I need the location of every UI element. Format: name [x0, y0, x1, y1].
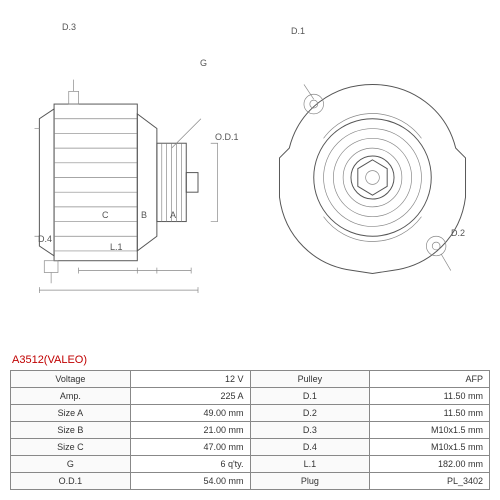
spec-value-right: 11.50 mm [370, 388, 490, 405]
label-d4: D.4 [38, 234, 52, 244]
label-b: B [141, 210, 147, 220]
spec-table: Voltage12 VPulleyAFPAmp.225 AD.111.50 mm… [10, 370, 490, 490]
spec-value-left: 47.00 mm [130, 439, 250, 456]
label-d2: D.2 [451, 228, 465, 238]
spec-label-right: Plug [250, 473, 370, 490]
table-row: G6 q'ty.L.1182.00 mm [11, 456, 490, 473]
spec-label-left: O.D.1 [11, 473, 131, 490]
diagram-area: D.3 D.4 G O.D.1 B C A L.1 [10, 10, 490, 345]
spec-value-left: 21.00 mm [130, 422, 250, 439]
label-c: C [102, 210, 109, 220]
label-l1: L.1 [110, 242, 123, 252]
spec-label-right: Pulley [250, 371, 370, 388]
spec-value-right: M10x1.5 mm [370, 422, 490, 439]
label-d3: D.3 [62, 22, 76, 32]
spec-value-right: AFP [370, 371, 490, 388]
spec-label-left: Size B [11, 422, 131, 439]
spec-label-left: Voltage [11, 371, 131, 388]
label-g: G [200, 58, 207, 68]
spec-label-right: D.1 [250, 388, 370, 405]
spec-value-left: 54.00 mm [130, 473, 250, 490]
table-row: Size B21.00 mmD.3M10x1.5 mm [11, 422, 490, 439]
spec-label-left: Amp. [11, 388, 131, 405]
table-row: Size A49.00 mmD.211.50 mm [11, 405, 490, 422]
spec-value-left: 6 q'ty. [130, 456, 250, 473]
spec-value-right: M10x1.5 mm [370, 439, 490, 456]
spec-label-right: D.4 [250, 439, 370, 456]
table-row: Size C47.00 mmD.4M10x1.5 mm [11, 439, 490, 456]
spec-label-left: Size A [11, 405, 131, 422]
diagram-front-view: D.1 D.2 [255, 10, 490, 345]
spec-value-left: 49.00 mm [130, 405, 250, 422]
label-d1: D.1 [291, 26, 305, 36]
spec-value-left: 12 V [130, 371, 250, 388]
part-title: A3512(VALEO) [12, 354, 490, 366]
spec-label-left: Size C [11, 439, 131, 456]
spec-value-left: 225 A [130, 388, 250, 405]
spec-value-right: 182.00 mm [370, 456, 490, 473]
table-row: Amp.225 AD.111.50 mm [11, 388, 490, 405]
spec-value-right: 11.50 mm [370, 405, 490, 422]
spec-value-right: PL_3402 [370, 473, 490, 490]
spec-label-right: D.3 [250, 422, 370, 439]
table-row: O.D.154.00 mmPlugPL_3402 [11, 473, 490, 490]
spec-label-right: L.1 [250, 456, 370, 473]
spec-label-right: D.2 [250, 405, 370, 422]
spec-label-left: G [11, 456, 131, 473]
diagram-side-view: D.3 D.4 G O.D.1 B C A L.1 [10, 10, 245, 345]
table-row: Voltage12 VPulleyAFP [11, 371, 490, 388]
label-a: A [170, 210, 176, 220]
label-od1: O.D.1 [215, 132, 239, 142]
